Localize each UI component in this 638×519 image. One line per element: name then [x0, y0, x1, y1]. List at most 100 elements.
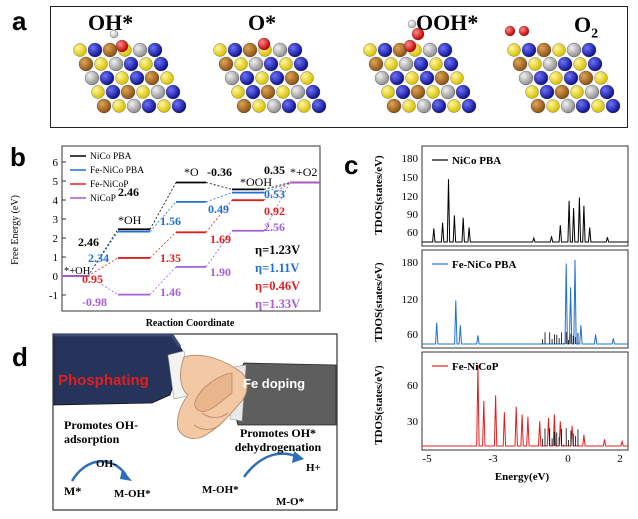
value-fe-nicop: 0.95 [82, 272, 103, 286]
atom [141, 98, 157, 114]
atom [234, 57, 248, 71]
atom [227, 42, 243, 58]
atom [525, 85, 539, 99]
atom [584, 84, 600, 100]
atom [587, 56, 603, 72]
value-nicop: -0.98 [82, 295, 107, 309]
tdos-trace [422, 179, 628, 243]
atom [455, 84, 471, 100]
y-tick-label: 60 [407, 380, 419, 392]
atom [536, 42, 552, 58]
atom [311, 98, 327, 114]
atom [450, 71, 464, 85]
y-tick-label: 6 [53, 157, 59, 169]
atom [300, 71, 314, 85]
atom [384, 57, 398, 71]
fe-doping-label: Fe doping [243, 376, 306, 391]
atom [386, 98, 402, 114]
atom [102, 42, 118, 58]
y-ticks: 180 150 120 90 60 180 120 60 60 30 [402, 153, 419, 428]
atom [599, 84, 615, 100]
overpotential-fe-nicop: η=0.46V [255, 279, 300, 293]
legend-label: Fe-NiCo PBA [90, 166, 144, 176]
species-o2-label: O2 [574, 12, 598, 42]
atom [231, 85, 245, 99]
step-label: *O [184, 165, 199, 179]
atom [287, 42, 303, 58]
atom [398, 56, 414, 72]
atom [605, 98, 621, 114]
y-tick-label: 150 [402, 172, 419, 184]
panel-a-label: a [12, 6, 27, 36]
panel-b-label: b [10, 142, 26, 172]
eq-left-product: M-OH* [114, 488, 151, 500]
x-tick-label: 0 [565, 453, 571, 465]
y-tick-label: 30 [407, 416, 419, 428]
x-ticks: -5 -3 0 2 [422, 453, 622, 465]
atom [123, 56, 139, 72]
adsorbate-atom [411, 27, 425, 41]
atom [416, 98, 432, 114]
atom [269, 70, 285, 86]
atom [368, 56, 384, 72]
atom [546, 99, 560, 113]
atom [239, 70, 255, 86]
atom [126, 98, 142, 114]
subplot-frame [421, 145, 629, 247]
y-tick-label: 90 [407, 209, 419, 221]
atom [461, 98, 477, 114]
atom [279, 57, 293, 71]
atom [395, 84, 411, 100]
atom [437, 42, 453, 58]
y-tick-label: 180 [402, 257, 419, 269]
handshake-illustration [52, 333, 338, 511]
atom [297, 99, 311, 113]
level-connector [263, 182, 291, 201]
eq-left-reactant: M* [64, 484, 82, 498]
atom [105, 84, 121, 100]
atom [557, 56, 573, 72]
y-tick-label: 4 [53, 195, 59, 207]
atom [272, 42, 288, 58]
level-connector [205, 199, 233, 233]
atom [402, 99, 416, 113]
step-label: *+OH [64, 266, 91, 277]
panel-c-label: c [344, 150, 359, 180]
atom [87, 42, 103, 58]
atom [165, 84, 181, 100]
tdos-trace [422, 364, 628, 447]
panel-d-label: d [12, 342, 28, 372]
atom [374, 70, 390, 86]
atom [147, 42, 163, 58]
atom [431, 98, 447, 114]
legend-label: Fe-NiCoP [90, 180, 129, 190]
atom [73, 43, 87, 57]
atom [260, 84, 276, 100]
atom [549, 71, 563, 85]
y-axis-title: Free Energy (eV) [10, 195, 21, 265]
atom [108, 56, 124, 72]
atom [507, 43, 521, 57]
atom [528, 57, 542, 71]
atom [290, 84, 306, 100]
subplot-frame [421, 249, 629, 349]
atom [144, 70, 160, 86]
atom [242, 42, 258, 58]
level-connector [205, 192, 233, 203]
panel-a-structures [73, 19, 621, 114]
x-axis-title: Energy(eV) [495, 471, 550, 483]
free-energy-chart: -1 0 1 2 3 4 5 6 Free Energy (eV) Reacti… [10, 145, 321, 329]
atom [255, 71, 269, 85]
step-label: *OOH [240, 175, 272, 189]
overpotential-fe-nico-pba: η=1.11V [255, 261, 299, 275]
level-connector [149, 182, 177, 230]
atom [554, 84, 570, 100]
left-reaction-arrow [70, 460, 128, 482]
atom [248, 56, 264, 72]
atom [305, 84, 321, 100]
legend-label: NiCoP [90, 194, 116, 204]
adsorbate-atom [403, 39, 417, 53]
atom [263, 56, 279, 72]
atom [426, 85, 440, 99]
